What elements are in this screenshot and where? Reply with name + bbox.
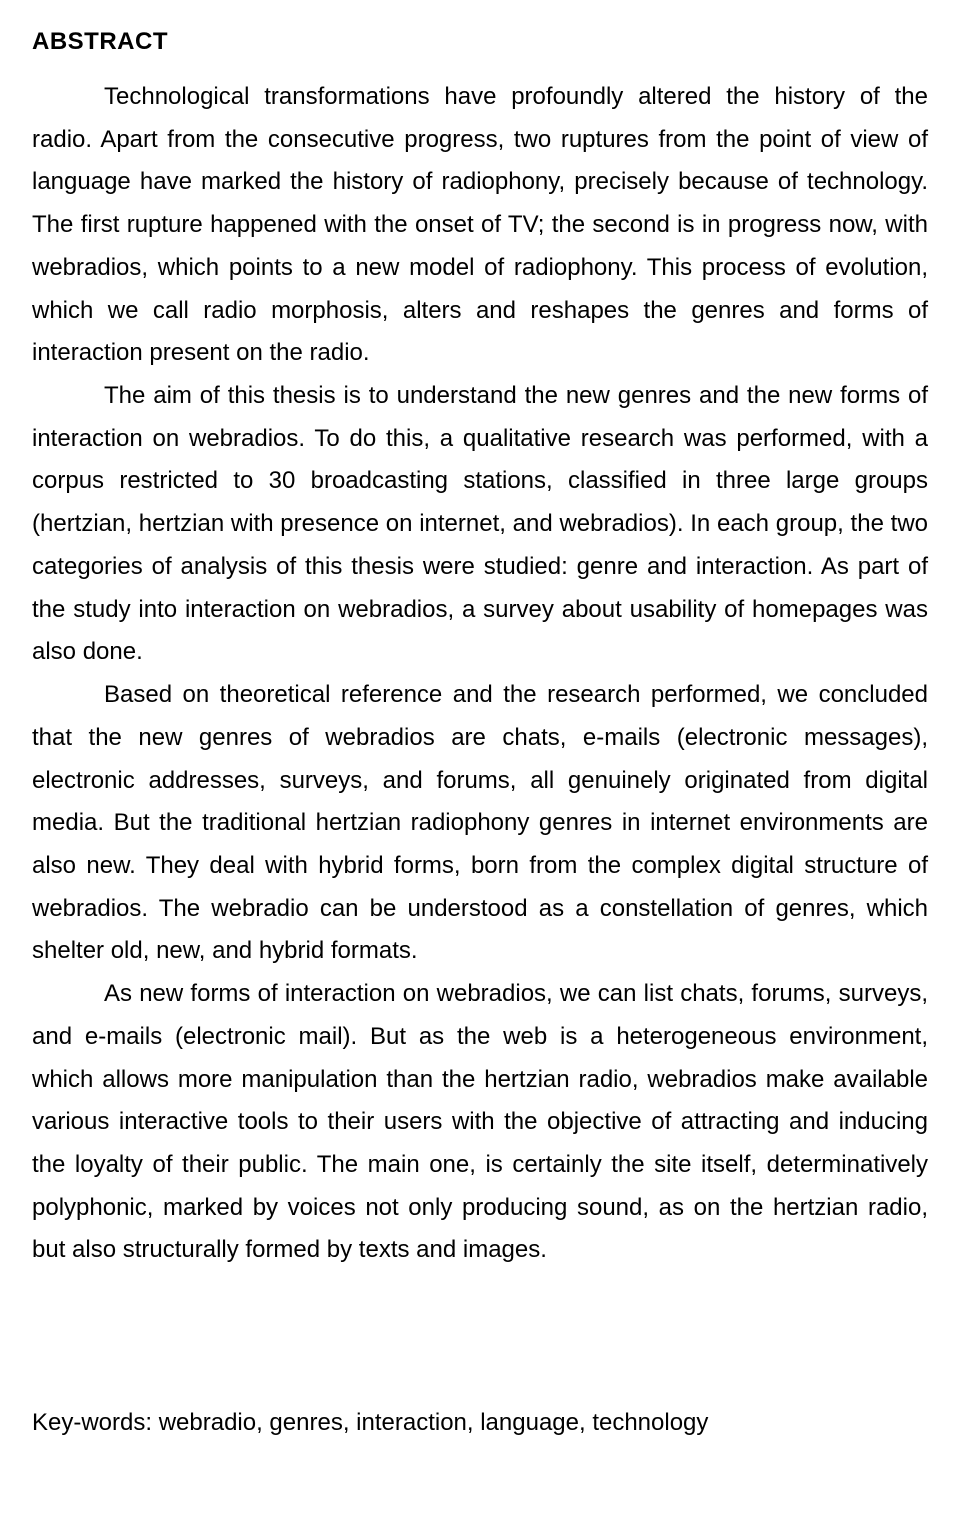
keywords-line: Key-words: webradio, genres, interaction… bbox=[32, 1402, 928, 1445]
abstract-paragraph: Based on theoretical reference and the r… bbox=[32, 674, 928, 973]
abstract-paragraph: The aim of this thesis is to understand … bbox=[32, 375, 928, 674]
abstract-heading: ABSTRACT bbox=[32, 28, 928, 56]
abstract-paragraph: As new forms of interaction on webradios… bbox=[32, 973, 928, 1272]
abstract-paragraph: Technological transformations have profo… bbox=[32, 76, 928, 375]
